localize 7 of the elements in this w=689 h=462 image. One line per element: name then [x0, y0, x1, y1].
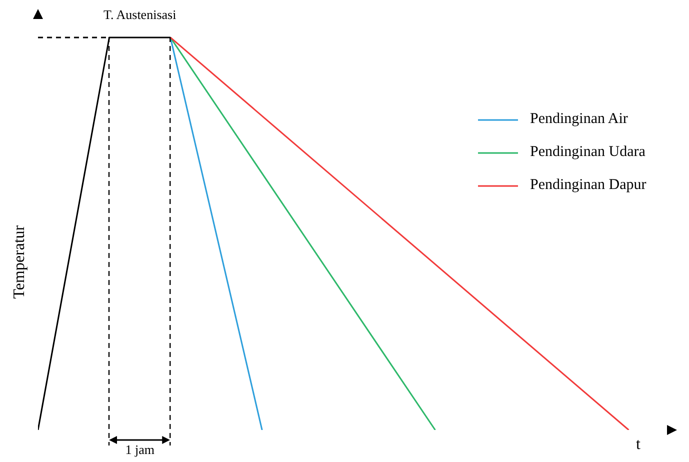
- legend-label: Pendinginan Air: [530, 111, 628, 128]
- x-axis-title: t: [636, 436, 640, 454]
- legend-label: Pendinginan Udara: [530, 144, 646, 161]
- text: 1 jam: [125, 442, 154, 458]
- legend-label: Pendinginan Dapur: [530, 177, 646, 194]
- y-axis-title: Temperatur: [11, 225, 29, 299]
- text: T. Austenisasi: [103, 7, 176, 24]
